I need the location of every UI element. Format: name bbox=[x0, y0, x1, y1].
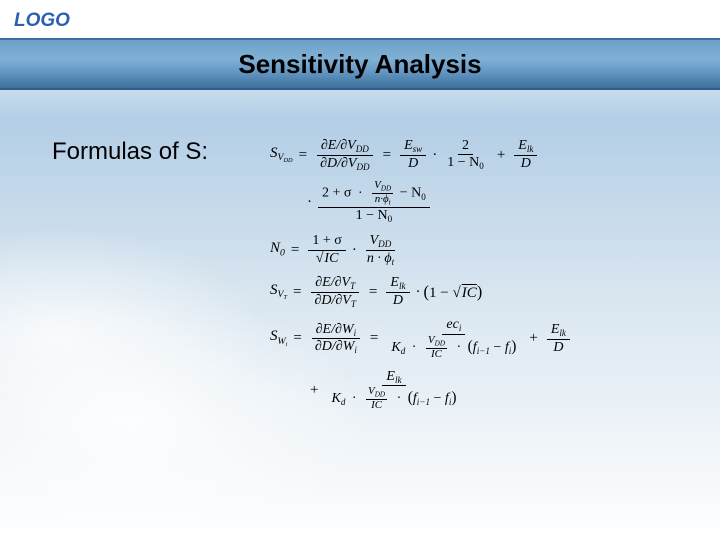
formula-svt: SVT = ∂E/∂VT ∂D/∂VT = Elk D · (1 − √IC) bbox=[270, 275, 690, 309]
formula-block: SVDD = ∂E/∂VDD ∂D/∂VDD = Esw D · 2 1 − N… bbox=[270, 130, 690, 420]
formula-svdd-line1: SVDD = ∂E/∂VDD ∂D/∂VDD = Esw D · 2 1 − N… bbox=[270, 138, 690, 172]
equals-sign: = bbox=[299, 148, 307, 163]
formulas-heading: Formulas of S: bbox=[52, 138, 208, 166]
swi-line2-frac: Elk Kd · VDD IC · (fi−1 − fi) bbox=[327, 369, 460, 412]
title-bar: Sensitivity Analysis bbox=[0, 38, 720, 90]
svt-lhs-frac: ∂E/∂VT ∂D/∂VT bbox=[310, 275, 359, 309]
page-title: Sensitivity Analysis bbox=[238, 49, 481, 80]
equals-sign: = bbox=[383, 148, 391, 163]
swi-t1: eci Kd · VDD IC · (fi−1 − fi) bbox=[387, 317, 520, 360]
svt-label: SVT bbox=[270, 283, 287, 302]
n0-t2: VDD n · ϕt bbox=[363, 233, 398, 267]
svt-t1: Elk D bbox=[386, 275, 409, 309]
svdd-label: SVDD bbox=[270, 146, 293, 165]
svdd-t2: 2 1 − N0 bbox=[443, 138, 488, 172]
formula-svdd-line2: · 2 + σ · VDD n·ϕt − N0 1 − N0 bbox=[304, 180, 690, 225]
formula-swi-line2: + Elk Kd · VDD IC · (fi−1 − fi) bbox=[304, 369, 690, 412]
svdd-lhs-frac: ∂E/∂VDD ∂D/∂VDD bbox=[316, 138, 374, 172]
swi-label: SWi bbox=[270, 329, 287, 348]
n0-t1: 1 + σ √IC bbox=[308, 233, 345, 266]
swi-t2: Elk D bbox=[547, 322, 570, 356]
svdd-line2-frac: 2 + σ · VDD n·ϕt − N0 1 − N0 bbox=[318, 180, 430, 225]
n0-label: N0 bbox=[270, 241, 285, 258]
swi-lhs-frac: ∂E/∂Wi ∂D/∂Wi bbox=[311, 322, 361, 356]
formula-n0: N0 = 1 + σ √IC · VDD n · ϕt bbox=[270, 233, 690, 267]
logo: LOGO bbox=[14, 10, 70, 32]
svdd-t1: Esw D bbox=[400, 138, 426, 172]
formula-swi-line1: SWi = ∂E/∂Wi ∂D/∂Wi = eci Kd · VDD IC · … bbox=[270, 317, 690, 360]
svdd-t3: Elk D bbox=[514, 138, 537, 172]
